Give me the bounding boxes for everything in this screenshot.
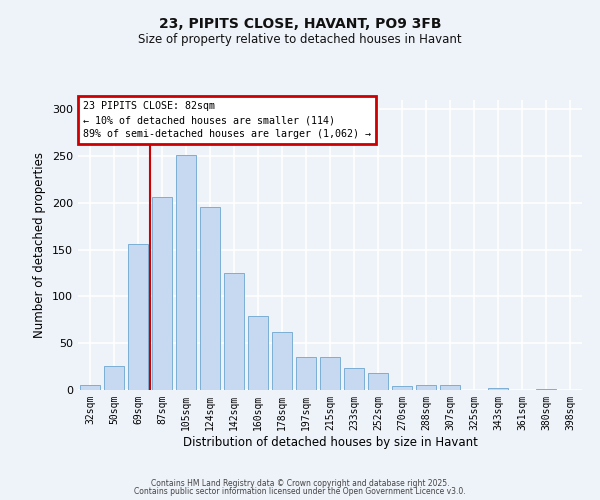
- Bar: [416, 386, 436, 390]
- Bar: [224, 273, 244, 390]
- Text: Size of property relative to detached houses in Havant: Size of property relative to detached ho…: [138, 32, 462, 46]
- Bar: [392, 386, 412, 390]
- Y-axis label: Number of detached properties: Number of detached properties: [34, 152, 46, 338]
- Bar: [296, 358, 316, 390]
- Bar: [152, 198, 172, 390]
- Text: 23, PIPITS CLOSE, HAVANT, PO9 3FB: 23, PIPITS CLOSE, HAVANT, PO9 3FB: [159, 18, 441, 32]
- Bar: [176, 155, 196, 390]
- Bar: [200, 206, 220, 390]
- Bar: [320, 358, 340, 390]
- Bar: [128, 244, 148, 390]
- X-axis label: Distribution of detached houses by size in Havant: Distribution of detached houses by size …: [182, 436, 478, 448]
- Bar: [272, 332, 292, 390]
- Bar: [488, 388, 508, 390]
- Text: Contains HM Land Registry data © Crown copyright and database right 2025.: Contains HM Land Registry data © Crown c…: [151, 478, 449, 488]
- Bar: [440, 386, 460, 390]
- Bar: [80, 386, 100, 390]
- Bar: [536, 389, 556, 390]
- Bar: [248, 316, 268, 390]
- Text: 23 PIPITS CLOSE: 82sqm
← 10% of detached houses are smaller (114)
89% of semi-de: 23 PIPITS CLOSE: 82sqm ← 10% of detached…: [83, 102, 371, 140]
- Bar: [368, 373, 388, 390]
- Bar: [104, 366, 124, 390]
- Text: Contains public sector information licensed under the Open Government Licence v3: Contains public sector information licen…: [134, 487, 466, 496]
- Bar: [344, 368, 364, 390]
